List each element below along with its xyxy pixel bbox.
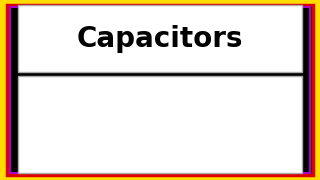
Text: =2.4(12v): =2.4(12v) [214,129,257,138]
Text: C: C [228,94,233,100]
Text: 6: 6 [218,94,222,100]
Text: =: = [224,87,231,96]
Text: 1: 1 [227,83,231,89]
Text: 12v: 12v [83,117,97,126]
Text: 4µF: 4µF [190,97,204,106]
Text: Capacitors: Capacitors [77,25,243,53]
Text: 1: 1 [205,83,210,89]
Text: +: + [213,87,220,96]
Text: Q=6(12v): Q=6(12v) [20,103,62,112]
Text: T: T [210,135,214,140]
Text: Q = C(v): Q = C(v) [20,83,57,92]
Text: 6µF: 6µF [190,123,204,132]
Text: C: C [205,107,212,116]
Text: 1: 1 [216,83,220,89]
Text: 6µF: 6µF [134,107,148,116]
Text: 4: 4 [208,94,212,100]
Text: Q=72µC: Q=72µC [20,123,56,132]
Text: T: T [232,98,235,103]
Text: Q: Q [205,129,212,138]
Text: = 2.4µF: = 2.4µF [214,107,250,116]
Text: T: T [210,113,214,118]
